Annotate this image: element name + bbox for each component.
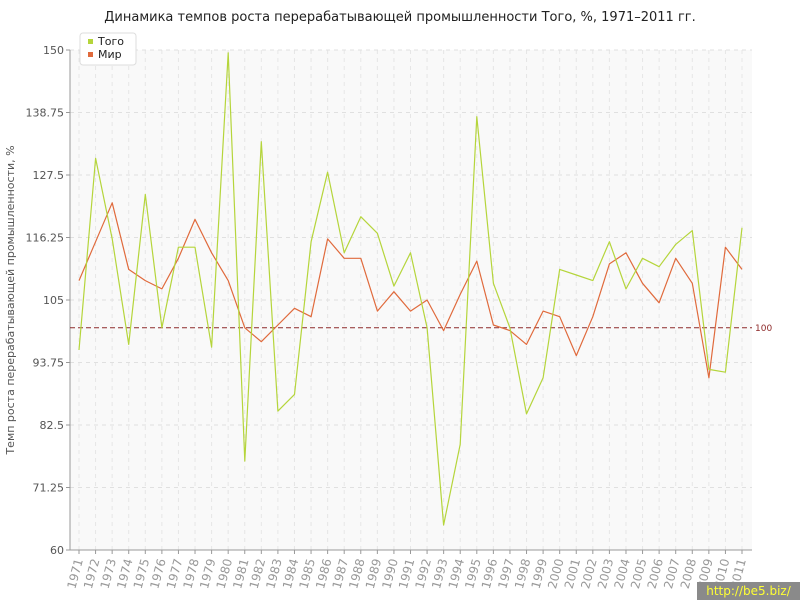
series-line-world [78,202,743,379]
y-axis-label: Темп роста перерабатывающей промышленнос… [4,145,17,455]
reference-line-label: 100 [755,324,772,334]
y-tick-label: 71.25 [33,482,65,495]
y-tick-label: 60 [50,544,64,557]
legend-label: Того [97,35,124,48]
y-tick-label: 116.25 [26,232,65,245]
y-tick-label: 127.5 [33,169,65,182]
watermark-link[interactable]: http://be5.biz/ [697,582,800,600]
legend-box [79,32,137,66]
chart-title: Динамика темпов роста перерабатывающей п… [104,10,696,25]
legend-swatch [88,52,93,57]
y-tick-label: 138.75 [26,107,65,120]
legend-swatch [88,39,93,44]
legend-label: Мир [98,48,122,61]
y-tick-label: 82.5 [40,419,65,432]
y-tick-label: 105 [43,294,64,307]
y-tick-label: 93.75 [33,357,65,370]
y-tick-label: 150 [43,44,64,57]
series-line-togo [78,52,743,526]
